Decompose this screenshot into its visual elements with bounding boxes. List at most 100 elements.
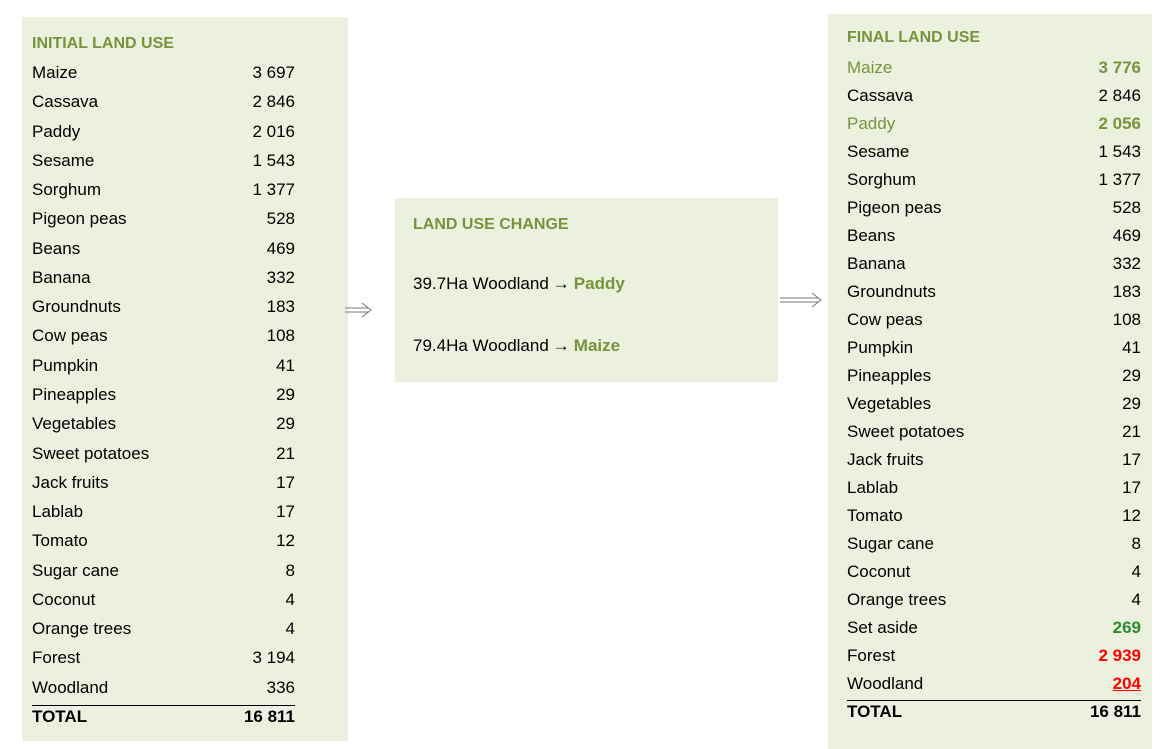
row-label: Orange trees	[847, 590, 947, 609]
row-value: 332	[266, 267, 295, 287]
row-label: Pumpkin	[847, 338, 914, 357]
row-value: 2 939	[1098, 646, 1141, 665]
change-source: 39.7Ha Woodland	[413, 274, 549, 293]
row-label: Pineapples	[32, 384, 117, 404]
row-label: Pineapples	[847, 366, 932, 385]
row-value: 332	[1112, 254, 1141, 273]
row-value: 2 056	[1098, 114, 1141, 133]
row-value: 3 194	[252, 648, 295, 668]
change-title: LAND USE CHANGE	[413, 216, 569, 233]
row-value: 17	[276, 502, 295, 522]
total-rule	[32, 704, 295, 706]
row-value: 1 377	[1098, 170, 1141, 189]
row-value: 528	[1112, 198, 1141, 217]
total-rule	[847, 700, 1141, 701]
row-label: Maize	[847, 58, 893, 77]
row-label: Beans	[847, 226, 896, 245]
row-label: Set aside	[847, 618, 918, 637]
row-value: 21	[276, 443, 295, 463]
change-line: 79.4Ha Woodland → Maize	[413, 336, 620, 356]
row-value: 12	[276, 531, 295, 551]
row-label: Sweet potatoes	[847, 422, 965, 441]
row-value: 12	[1122, 506, 1141, 525]
row-value: 269	[1112, 618, 1141, 637]
row-label: Groundnuts	[32, 297, 121, 317]
row-label: Cow peas	[32, 326, 108, 346]
row-value: 183	[266, 297, 295, 317]
row-value: 8	[285, 560, 295, 580]
change-panel	[395, 198, 778, 382]
table-title: FINAL LAND USE	[847, 29, 981, 46]
arrow	[780, 292, 822, 308]
change-line: 39.7Ha Woodland → Paddy	[413, 274, 625, 294]
row-value: 108	[1112, 310, 1141, 329]
row-value: 17	[1122, 478, 1141, 497]
row-label: Forest	[847, 646, 896, 665]
final-panel	[828, 14, 1152, 749]
row-value: 3 776	[1098, 58, 1141, 77]
row-label: Vegetables	[847, 394, 932, 413]
total-label: TOTAL	[32, 706, 88, 726]
change-target: Maize	[573, 336, 621, 355]
row-label: Jack fruits	[32, 472, 109, 492]
change-arrow: →	[552, 336, 570, 355]
row-value: 41	[276, 355, 295, 375]
row-label: Tomato	[32, 531, 88, 551]
row-label: Paddy	[847, 114, 896, 133]
change-source: 79.4Ha Woodland	[413, 336, 549, 355]
row-label: Sweet potatoes	[32, 443, 150, 463]
row-value: 183	[1112, 282, 1141, 301]
row-label: Lablab	[847, 478, 899, 497]
row-value: 1 543	[1098, 142, 1141, 161]
row-label: Pumpkin	[32, 355, 99, 375]
row-label: Beans	[32, 238, 81, 258]
row-value: 29	[1122, 394, 1141, 413]
row-value: 41	[1122, 338, 1141, 357]
row-label: Sesame	[32, 150, 95, 170]
change-target: Paddy	[573, 274, 625, 293]
row-label: Sorghum	[32, 180, 101, 200]
row-label: Cow peas	[847, 310, 923, 329]
row-value: 4	[1131, 590, 1141, 609]
row-value: 108	[266, 326, 295, 346]
row-label: Pigeon peas	[847, 198, 942, 217]
row-label: Cassava	[847, 86, 914, 105]
row-value: 528	[266, 209, 295, 229]
row-label: Sugar cane	[32, 560, 119, 580]
row-label: Woodland	[847, 674, 924, 693]
row-value: 2 846	[1098, 86, 1141, 105]
row-label: Vegetables	[32, 414, 117, 434]
arrow	[345, 302, 372, 318]
row-value: 17	[1122, 450, 1141, 469]
row-label: Sugar cane	[847, 534, 934, 553]
row-label: Paddy	[32, 121, 81, 141]
row-value: 2 016	[252, 121, 295, 141]
row-value: 29	[276, 384, 295, 404]
row-label: Lablab	[32, 502, 84, 522]
row-value: 469	[266, 238, 295, 258]
row-label: Orange trees	[32, 619, 132, 639]
row-value: 21	[1122, 422, 1141, 441]
change-arrow: →	[552, 274, 570, 293]
row-value: 17	[276, 472, 295, 492]
row-value: 4	[285, 619, 295, 639]
row-label: Tomato	[847, 506, 903, 525]
row-value: 4	[1131, 562, 1141, 581]
row-label: Cassava	[32, 92, 99, 112]
table-title: INITIAL LAND USE	[32, 35, 174, 52]
row-value: 8	[1131, 534, 1141, 553]
row-value: 469	[1112, 226, 1141, 245]
row-label: Coconut	[847, 562, 911, 581]
total-value: 16 811	[1089, 702, 1141, 721]
row-label: Groundnuts	[847, 282, 936, 301]
row-label: Pigeon peas	[32, 209, 127, 229]
row-value: 29	[1122, 366, 1141, 385]
row-label: Banana	[32, 267, 91, 287]
initial-panel	[22, 17, 348, 741]
row-value: 336	[266, 677, 295, 697]
row-value: 29	[276, 414, 295, 434]
row-label: Banana	[847, 254, 906, 273]
row-label: Sesame	[847, 142, 910, 161]
